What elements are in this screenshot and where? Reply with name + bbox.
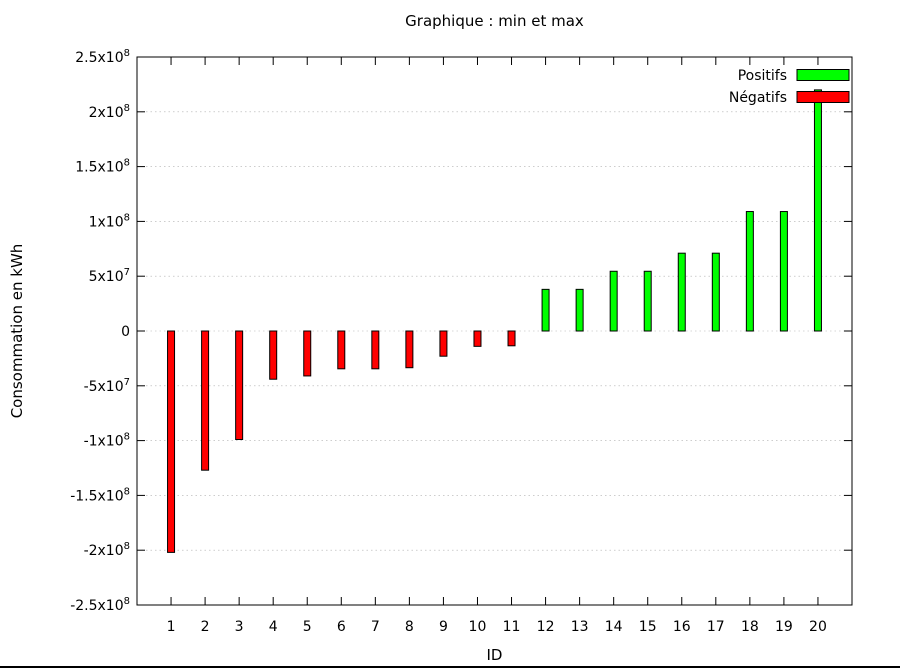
y-tick-label: 2.5x108 [75, 48, 130, 66]
legend-label: Positifs [738, 68, 787, 84]
bar [371, 330, 380, 370]
x-tick-label: 15 [639, 619, 657, 635]
y-tick-label: 1.5x108 [75, 158, 130, 176]
y-tick-label: 5x107 [89, 267, 130, 285]
bar [609, 270, 618, 332]
bar [711, 252, 720, 332]
y-tick-label: -2x108 [84, 541, 130, 559]
y-tick-label: 2x108 [89, 103, 130, 121]
bar [405, 330, 414, 369]
x-tick-label: 14 [605, 619, 623, 635]
x-tick-label: 16 [673, 619, 691, 635]
bar [575, 288, 584, 332]
y-tick-label: -5x107 [84, 377, 130, 395]
bar [541, 288, 550, 332]
bar [779, 211, 788, 332]
bar [677, 252, 686, 332]
x-tick-label: 20 [809, 619, 827, 635]
x-tick-label: 9 [439, 619, 448, 635]
x-tick-label: 4 [269, 619, 278, 635]
x-tick-label: 10 [469, 619, 487, 635]
x-tick-label: 12 [537, 619, 555, 635]
bar [813, 89, 822, 332]
y-tick-label: -2.5x108 [70, 596, 130, 614]
tick-labels: 2.5x108 2x108 1.5x108 1x108 5x107 0 -5x107 -1x1… [70, 48, 827, 635]
bar [167, 330, 176, 553]
bar [643, 270, 652, 332]
bar [303, 330, 312, 377]
bar [337, 330, 346, 370]
plot-frame [136, 56, 853, 606]
bar [507, 330, 516, 347]
x-tick-label: 8 [405, 619, 414, 635]
x-tick-label: 11 [503, 619, 521, 635]
bar [235, 330, 244, 441]
legend-swatch [796, 69, 850, 81]
x-tick-label: 5 [303, 619, 312, 635]
y-tick-label: -1x108 [84, 432, 130, 450]
y-tick-label: 1x108 [89, 212, 130, 230]
y-tick-label: 0 [121, 324, 130, 340]
x-tick-label: 7 [371, 619, 380, 635]
bar [439, 330, 448, 357]
bar [745, 211, 754, 332]
legend-label: Négatifs [729, 90, 787, 106]
x-tick-label: 3 [235, 619, 244, 635]
chart-title: Graphique : min et max [405, 12, 584, 30]
x-tick-label: 2 [201, 619, 210, 635]
bottom-border [0, 666, 900, 668]
x-tick-label: 6 [337, 619, 346, 635]
bar [269, 330, 278, 380]
x-tick-label: 18 [741, 619, 759, 635]
legend: Positifs Négatifs [729, 68, 850, 106]
bar [473, 330, 482, 347]
grid-lines [137, 111, 852, 551]
x-tick-label: 19 [775, 619, 793, 635]
y-tick-label: -1.5x108 [70, 486, 130, 504]
x-axis-label: ID [486, 646, 503, 664]
x-tick-label: 1 [167, 619, 176, 635]
legend-swatch [796, 91, 850, 103]
x-tick-label: 17 [707, 619, 725, 635]
bar [201, 330, 210, 471]
x-tick-label: 13 [571, 619, 589, 635]
bars [167, 89, 822, 553]
